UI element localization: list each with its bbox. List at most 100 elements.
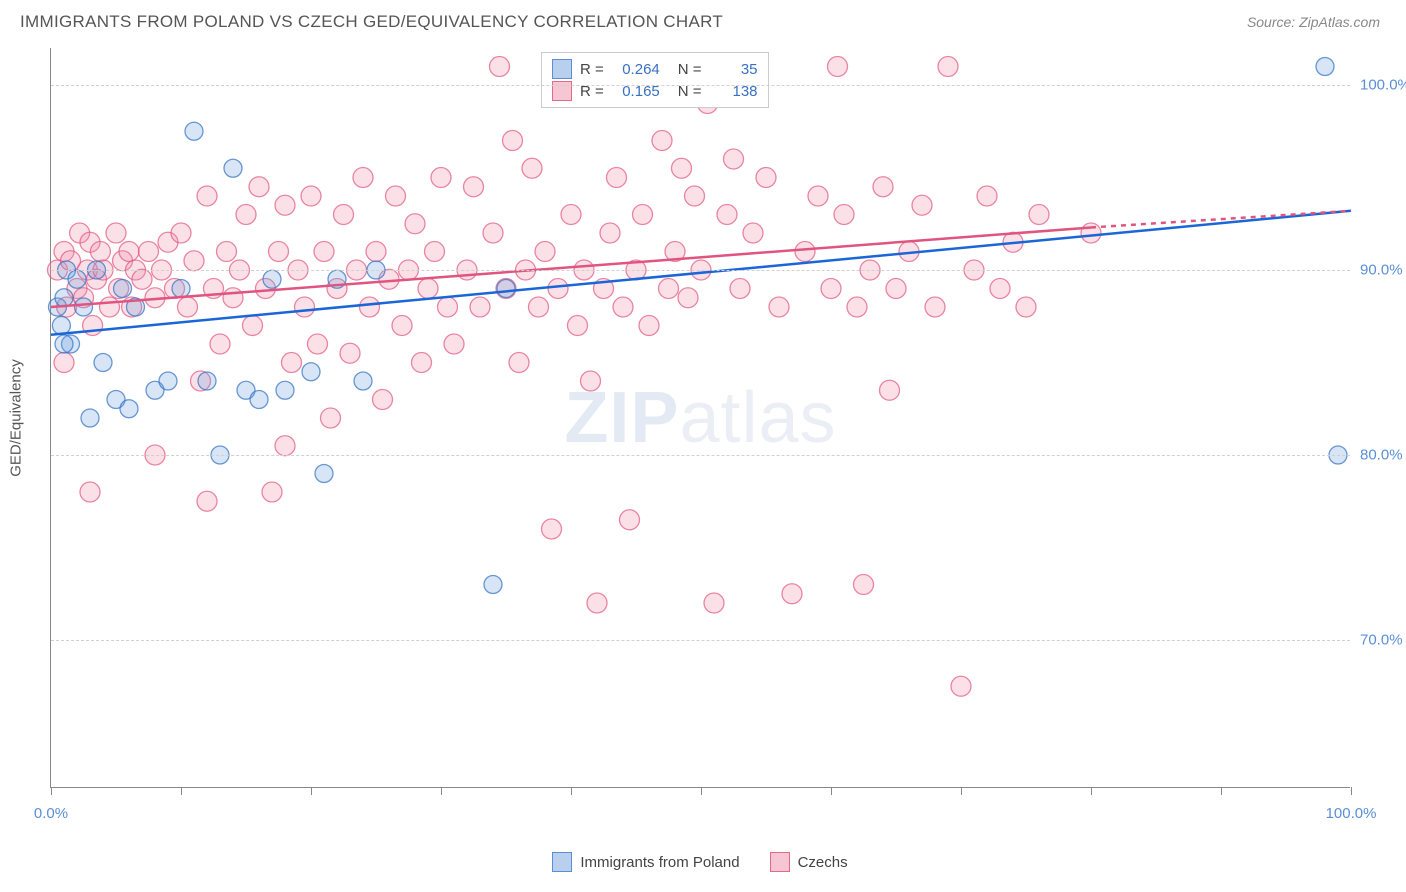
data-point [302,363,320,381]
data-point [223,288,243,308]
data-point [360,297,380,317]
data-point [353,168,373,188]
data-point [484,576,502,594]
data-point [314,242,334,262]
gridline [51,640,1350,641]
data-point [743,223,763,243]
data-point [210,334,230,354]
data-point [490,57,510,77]
data-point [717,205,737,225]
data-point [464,177,484,197]
chart-title: IMMIGRANTS FROM POLAND VS CZECH GED/EQUI… [20,12,723,32]
data-point [1016,297,1036,317]
chart-plot-area: GED/Equivalency ZIPatlas R =0.264N =35R … [50,48,1350,788]
data-point [405,214,425,234]
data-point [503,131,523,151]
data-point [782,584,802,604]
data-point [386,186,406,206]
data-point [613,297,633,317]
data-point [581,371,601,391]
legend-label: Immigrants from Poland [580,854,739,871]
scatter-svg [51,48,1351,788]
x-tick [571,787,572,795]
data-point [159,372,177,390]
data-point [172,280,190,298]
data-point [873,177,893,197]
x-tick [831,787,832,795]
data-point [912,195,932,215]
y-tick-label: 80.0% [1360,447,1406,464]
data-point [120,400,138,418]
data-point [548,279,568,299]
data-point [340,343,360,363]
chart-source: Source: ZipAtlas.com [1247,14,1380,30]
x-tick [1351,787,1352,795]
regression-line [51,227,1091,307]
legend-item: Immigrants from Poland [552,852,739,872]
data-point [94,354,112,372]
data-point [119,242,139,262]
legend-swatch [552,59,572,79]
data-point [55,289,73,307]
data-point [497,280,515,298]
data-point [769,297,789,317]
data-point [224,159,242,177]
data-point [249,177,269,197]
data-point [951,676,971,696]
legend-r-value: 0.264 [612,61,660,78]
data-point [1081,223,1101,243]
data-point [55,335,73,353]
data-point [854,575,874,595]
data-point [925,297,945,317]
legend-swatch [552,81,572,101]
data-point [354,372,372,390]
data-point [431,168,451,188]
correlation-legend: R =0.264N =35R =0.165N =138 [541,52,769,108]
data-point [886,279,906,299]
data-point [568,316,588,336]
data-point [639,316,659,336]
legend-swatch [770,852,790,872]
data-point [315,465,333,483]
data-point [275,436,295,456]
data-point [509,353,529,373]
data-point [600,223,620,243]
data-point [483,223,503,243]
data-point [821,279,841,299]
data-point [990,279,1010,299]
data-point [106,223,126,243]
legend-item: Czechs [770,852,848,872]
data-point [81,409,99,427]
legend-label: Czechs [798,854,848,871]
y-axis-label: GED/Equivalency [8,359,25,477]
data-point [847,297,867,317]
x-tick [961,787,962,795]
data-point [185,122,203,140]
legend-n-value: 35 [710,61,758,78]
data-point [678,288,698,308]
data-point [217,242,237,262]
data-point [704,593,724,613]
data-point [522,158,542,178]
y-tick-label: 90.0% [1360,262,1406,279]
data-point [250,391,268,409]
data-point [262,482,282,502]
data-point [444,334,464,354]
data-point [1316,58,1334,76]
data-point [795,242,815,262]
data-point [529,297,549,317]
x-tick [1091,787,1092,795]
data-point [724,149,744,169]
data-point [756,168,776,188]
data-point [132,269,152,289]
data-point [828,57,848,77]
data-point [938,57,958,77]
data-point [620,510,640,530]
data-point [282,353,302,373]
data-point [198,372,216,390]
data-point [114,280,132,298]
x-tick [701,787,702,795]
data-point [672,158,692,178]
data-point [412,353,432,373]
data-point [295,297,315,317]
